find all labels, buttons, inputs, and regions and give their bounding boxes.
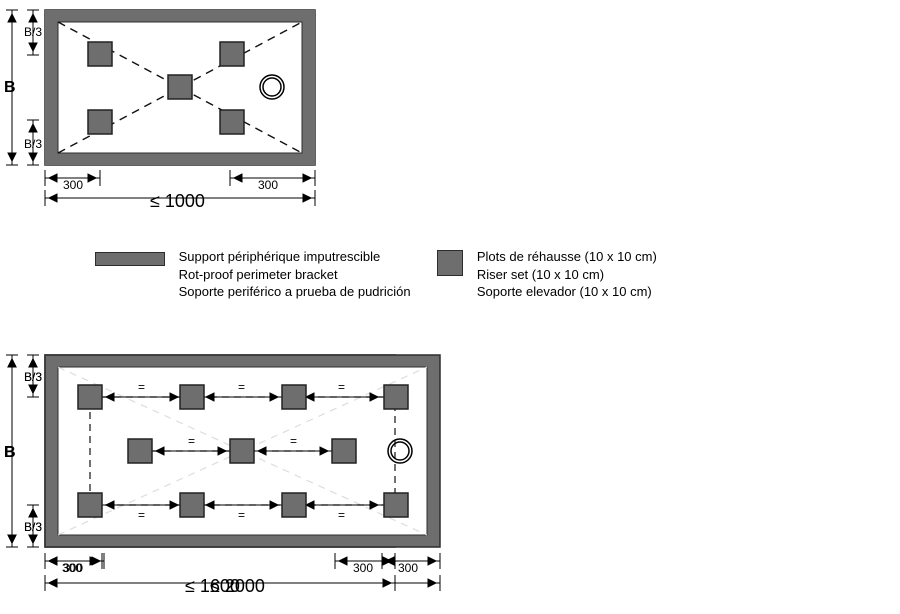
legend-riser-fr: Plots de réhausse (10 x 10 cm) [477, 249, 657, 264]
svg-text:=: = [138, 508, 145, 522]
legend-bracket-en: Rot-proof perimeter bracket [179, 267, 338, 282]
svg-text:=: = [238, 508, 245, 522]
legend-riser-es: Soporte elevador (10 x 10 cm) [477, 284, 652, 299]
legend-riser-en: Riser set (10 x 10 cm) [477, 267, 604, 282]
svg-text:300: 300 [62, 561, 82, 575]
height-label: B [4, 79, 16, 96]
offset-left: 300 [63, 178, 83, 192]
height-third-top: B/3 [24, 25, 42, 39]
svg-text:=: = [238, 380, 245, 394]
svg-text:B/3: B/3 [24, 520, 42, 534]
svg-text:B: B [4, 444, 16, 461]
svg-text:=: = [338, 508, 345, 522]
legend-bracket-swatch [95, 252, 165, 266]
height-third-bot: B/3 [24, 137, 42, 151]
legend: Support périphérique imputrescible Rot-p… [95, 248, 815, 301]
legend-bracket-es: Soporte periférico a prueba de pudrición [179, 284, 411, 299]
diagram-2000: = = = = = = = = B B/3 [0, 345, 460, 613]
legend-bracket-fr: Support périphérique imputrescible [179, 249, 381, 264]
svg-text:300: 300 [398, 561, 418, 575]
svg-text:=: = [188, 434, 195, 448]
svg-text:=: = [338, 380, 345, 394]
legend-riser-swatch [437, 250, 463, 276]
offset-right: 300 [258, 178, 278, 192]
caption-1000: ≤ 1000 [150, 191, 205, 210]
svg-text:=: = [290, 434, 297, 448]
caption-2000: ≤ 2000 [210, 576, 265, 596]
svg-text:=: = [138, 380, 145, 394]
svg-text:B/3: B/3 [24, 370, 42, 384]
diagram-1000: B B/3 B/3 300 300 ≤ 1000 [0, 0, 350, 210]
